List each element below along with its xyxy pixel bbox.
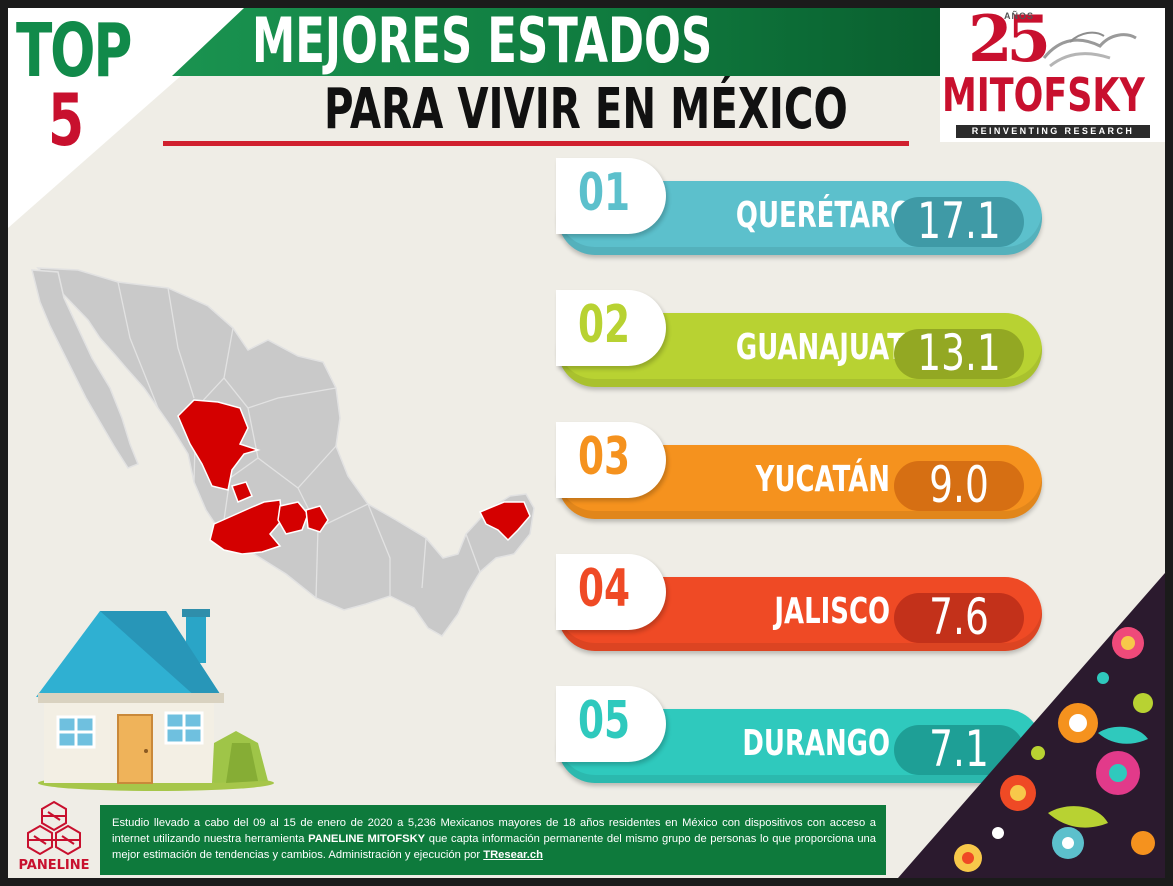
state-value: 7.1 <box>929 720 989 778</box>
value-pill <box>894 461 1024 511</box>
rank-item-4: 04 JALISCO 7.6 <box>556 549 1056 664</box>
mitofsky-logo: 25 AÑOS MITOFSKY REINVENTING RESEARCH <box>940 8 1165 142</box>
state-name: GUANAJUATO <box>735 327 927 368</box>
state-value: 9.0 <box>929 456 989 514</box>
highlight-zacatecas-fragment <box>231 481 253 503</box>
rank-item-5: 05 DURANGO 7.1 <box>556 681 1056 796</box>
bird-swirl-icon <box>1042 31 1137 68</box>
highlight-jalisco <box>209 499 283 555</box>
state-value: 13.1 <box>917 324 1001 382</box>
title-line-1: MEJORES ESTADOS <box>252 8 713 77</box>
state-name: QUERÉTARO <box>735 195 913 236</box>
title-band <box>172 8 940 76</box>
paneline-logo-icon <box>27 800 81 856</box>
baja-california <box>31 269 139 469</box>
title-line-2: PARA VIVIR EN MÉXICO <box>324 77 848 142</box>
mexico-mainland <box>36 267 535 637</box>
folk-art-decoration <box>898 573 1165 878</box>
infographic: TOP 5 MEJORES ESTADOS PARA VIVIR EN MÉXI… <box>8 8 1165 878</box>
ranking-list: 01 QUERÉTARO 17.1 02 GUANAJUATO 13.1 03 … <box>556 153 1056 803</box>
title-underline <box>163 141 909 146</box>
state-value: 17.1 <box>917 192 1001 250</box>
value-pill <box>894 593 1024 643</box>
footer-text: Estudio llevado a cabo del 09 al 15 de e… <box>112 817 876 861</box>
rank-item-1: 01 QUERÉTARO 17.1 <box>556 153 1056 268</box>
state-value: 7.6 <box>929 588 989 646</box>
rank-number: 02 <box>578 295 631 355</box>
house-icon <box>36 609 274 791</box>
rank-number: 04 <box>578 559 631 619</box>
mexico-map <box>31 267 535 637</box>
state-name: DURANGO <box>742 723 890 764</box>
state-name: JALISCO <box>774 591 890 632</box>
value-pill <box>894 197 1024 247</box>
rank-tab <box>556 158 666 234</box>
rank-tab <box>556 422 666 498</box>
highlight-yucatan <box>478 501 531 542</box>
top-number: 5 <box>48 78 85 162</box>
brand-name: MITOFSKY <box>942 68 1145 122</box>
rank-tab <box>556 554 666 630</box>
brand-tagline: REINVENTING RESEARCH <box>956 125 1150 138</box>
footer-link[interactable]: TResear.ch <box>483 849 543 861</box>
rank-number: 01 <box>578 163 631 223</box>
state-name: YUCATÁN <box>755 459 890 500</box>
rank-item-3: 03 YUCATÁN 9.0 <box>556 417 1056 532</box>
anniversary-number: 25 <box>968 8 1051 77</box>
highlight-queretaro <box>305 505 329 533</box>
rank-tab <box>556 686 666 762</box>
rank-number: 05 <box>578 691 631 751</box>
decor-flower-icon <box>954 627 1155 872</box>
paneline-brand: PANELINE <box>18 858 90 873</box>
highlight-guanajuato <box>277 501 309 535</box>
footer-note: Estudio llevado a cabo del 09 al 15 de e… <box>100 805 886 875</box>
footer-tool-name: PANELINE MITOFSKY <box>308 833 426 845</box>
anniversary-label: AÑOS <box>1004 11 1035 21</box>
highlight-durango <box>177 399 261 491</box>
rank-tab <box>556 290 666 366</box>
rank-item-2: 02 GUANAJUATO 13.1 <box>556 285 1056 400</box>
value-pill <box>894 329 1024 379</box>
rank-number: 03 <box>578 427 631 487</box>
top-label: TOP <box>16 8 132 94</box>
